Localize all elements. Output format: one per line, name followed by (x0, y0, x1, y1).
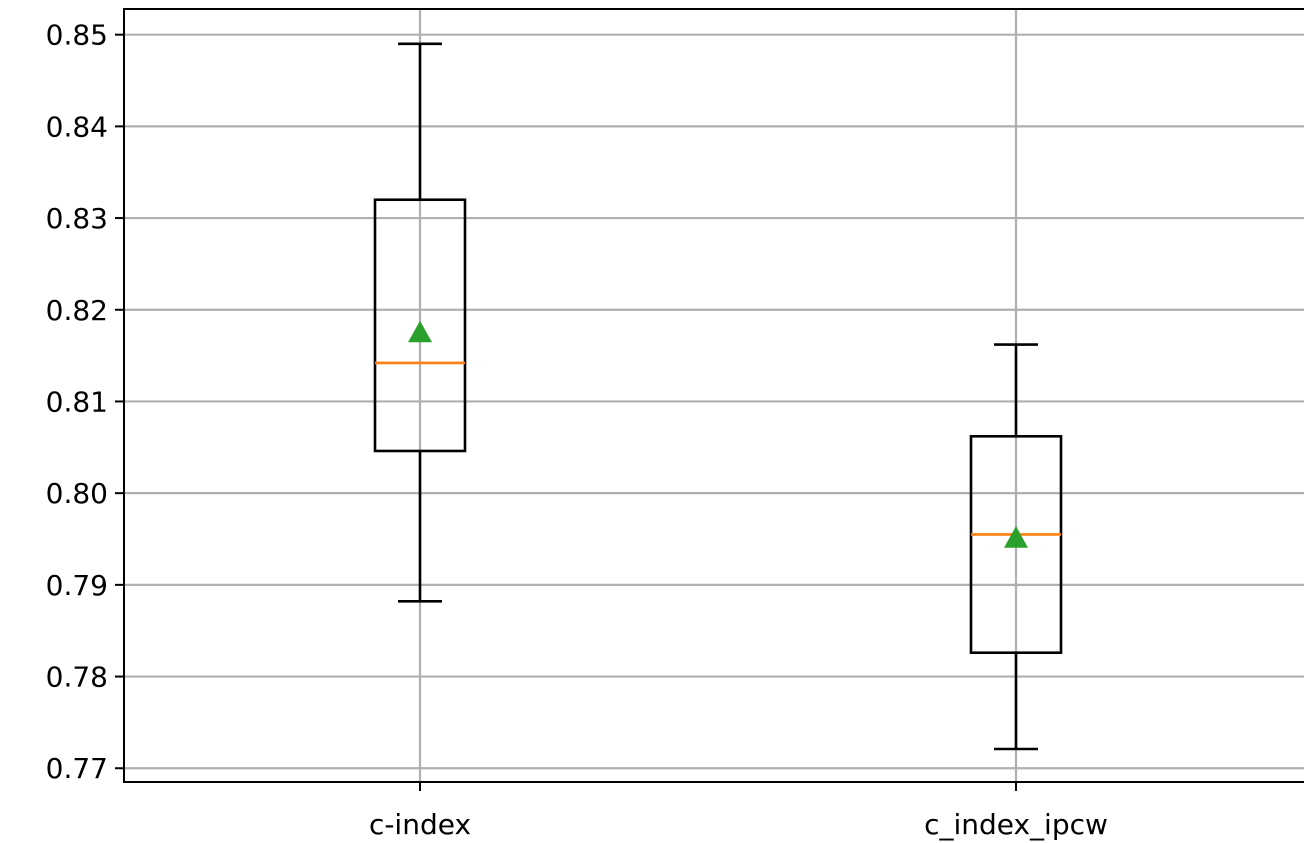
iqr-box (373, 198, 467, 453)
mean-marker (408, 320, 432, 343)
y-tick-label: 0.79 (46, 569, 108, 602)
x-tick-label: c-index (369, 808, 471, 841)
y-tick-label: 0.81 (46, 385, 108, 418)
mean-marker (1004, 526, 1028, 548)
box-layer (373, 42, 1063, 751)
y-tick-label: 0.85 (46, 19, 108, 52)
grid-layer (124, 9, 1304, 782)
box-group (373, 42, 467, 603)
y-tick-label: 0.77 (46, 752, 108, 785)
y-tick-label: 0.80 (46, 477, 108, 510)
iqr-box (969, 435, 1063, 655)
y-tick-label: 0.84 (46, 110, 108, 143)
plot-frame (123, 8, 1304, 783)
axis-layer: 0.77 0.78 0.79 0.80 0.81 0.82 0.83 0.84 0.85 c-in… (46, 19, 1108, 841)
y-tick-label: 0.78 (46, 661, 108, 694)
x-tick-label: c_index_ipcw (924, 808, 1108, 841)
box-group (969, 343, 1063, 751)
y-tick-label: 0.82 (46, 294, 108, 327)
y-tick-label: 0.83 (46, 202, 108, 235)
